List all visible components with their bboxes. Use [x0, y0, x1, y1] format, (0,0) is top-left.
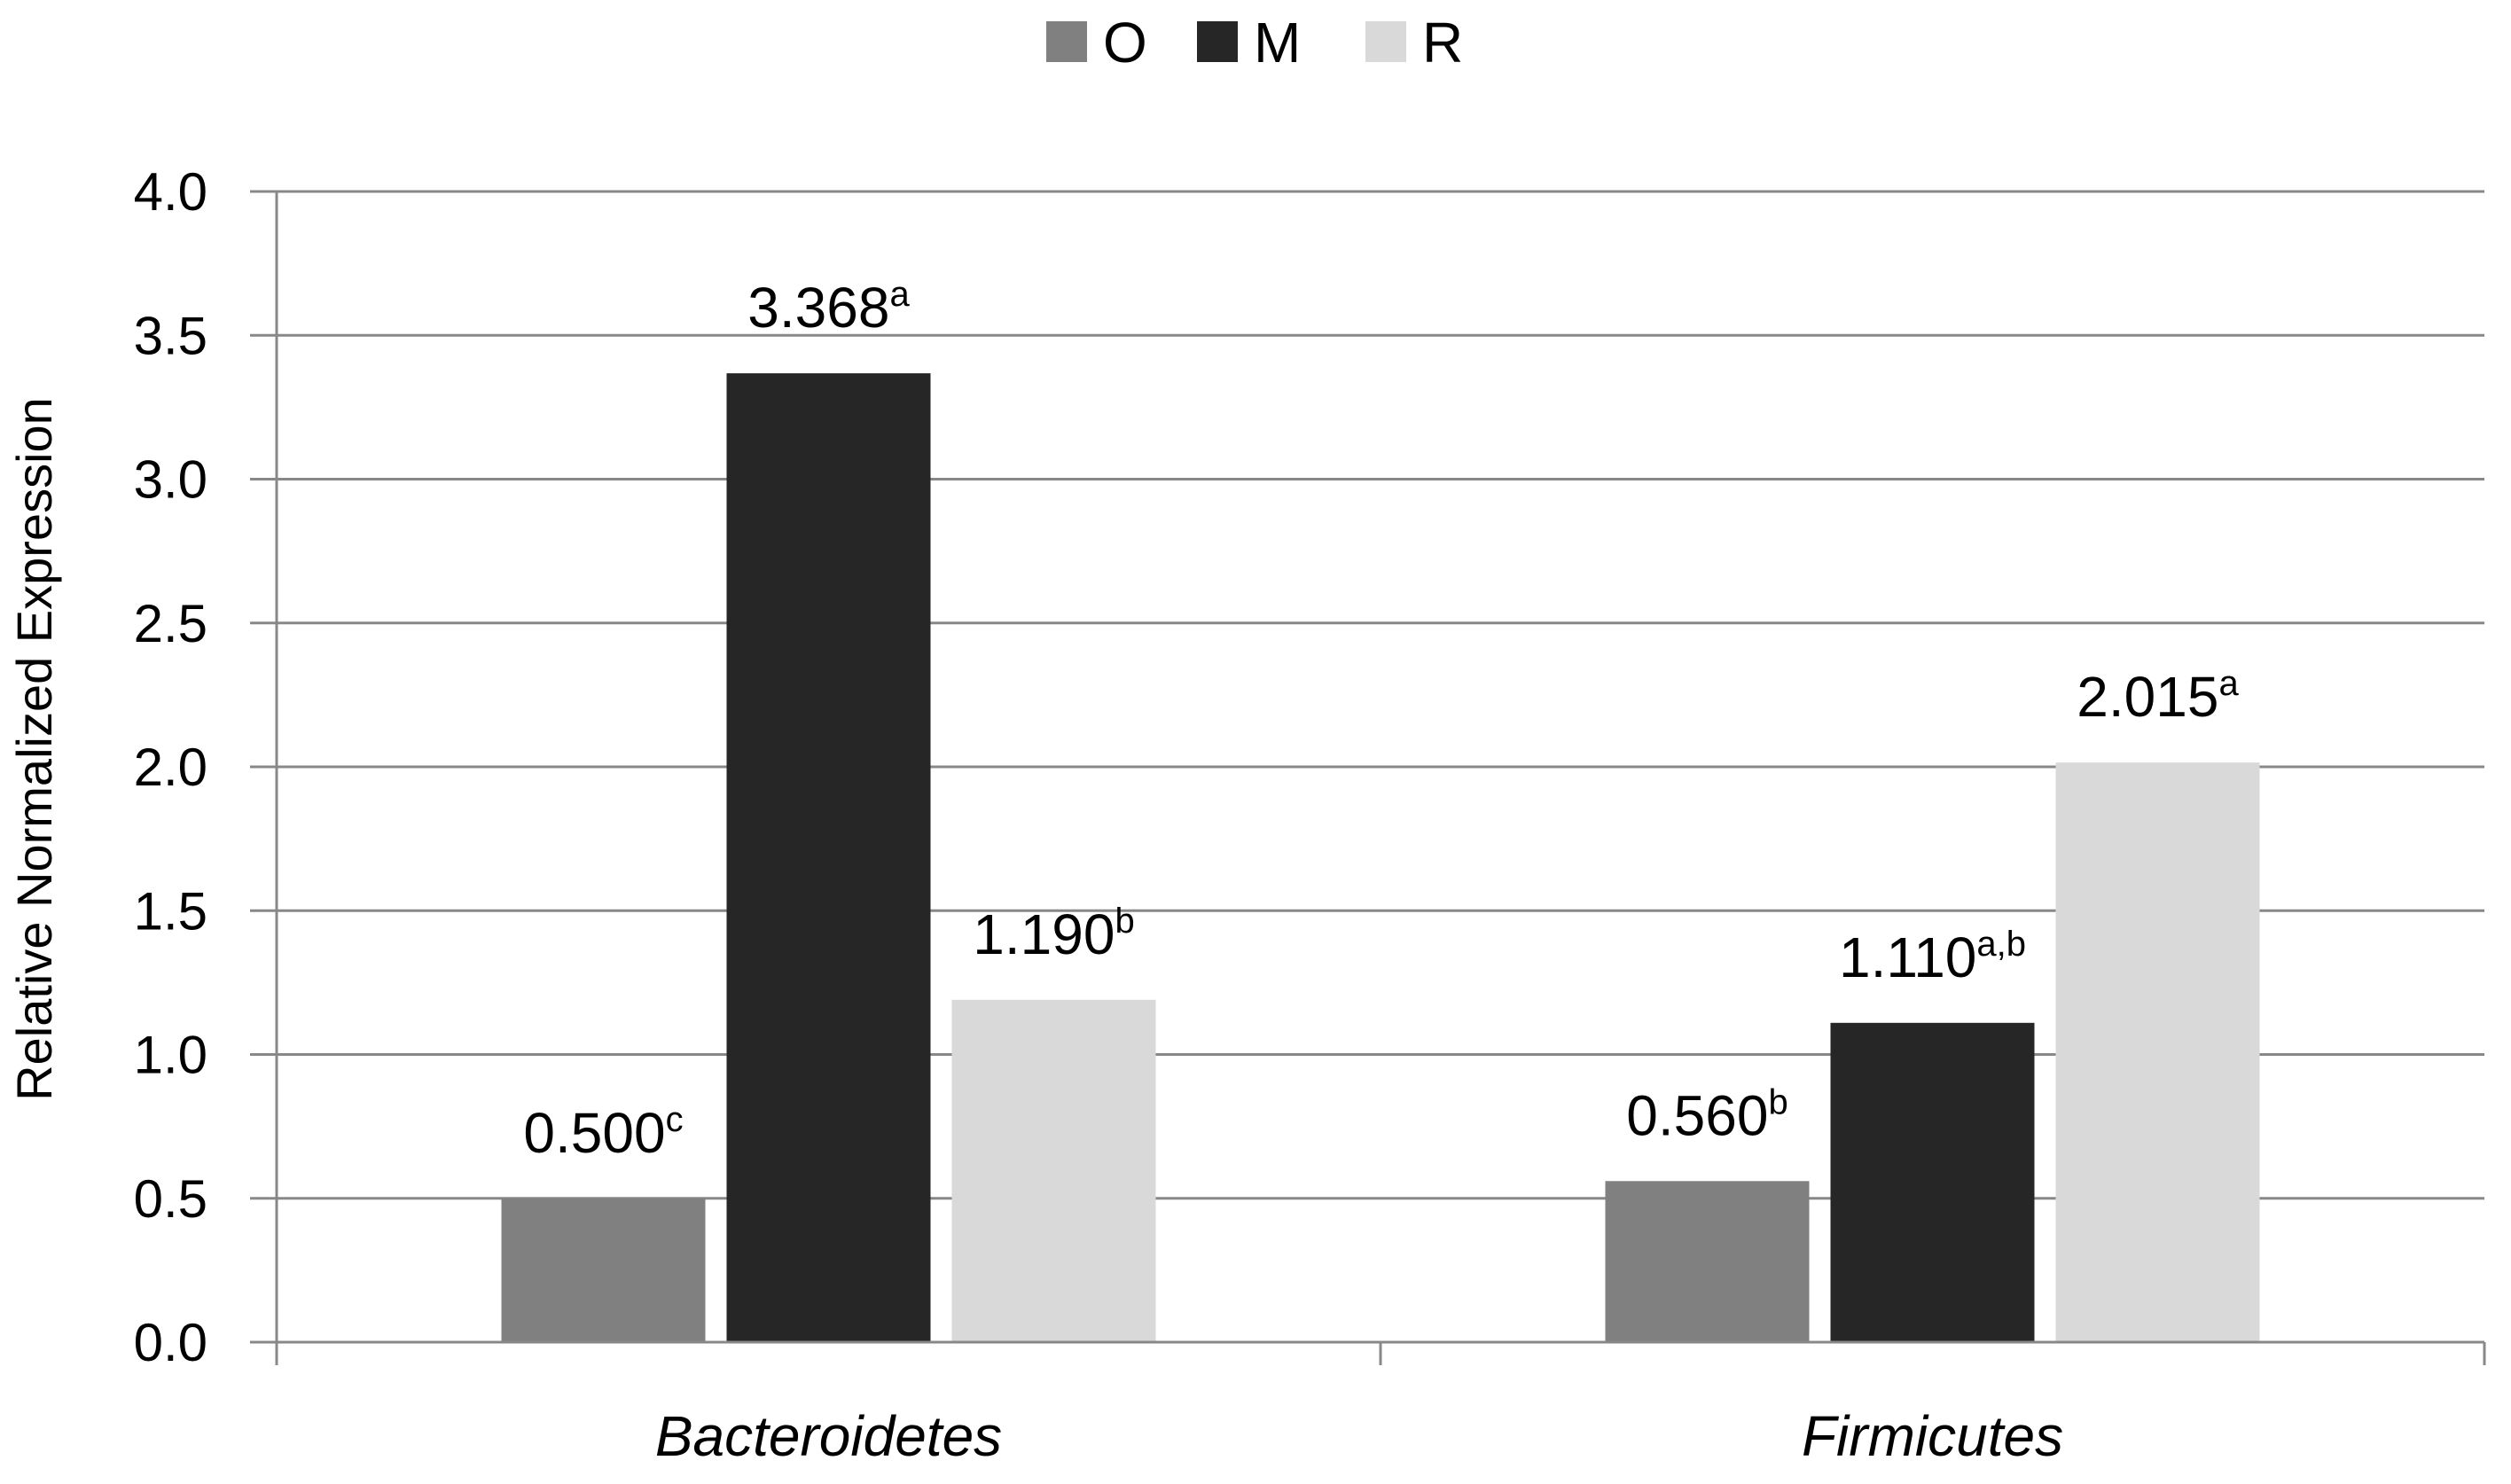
x-category-label: Bacteroidetes [655, 1404, 1002, 1468]
bar-O-bacteroidetes [501, 1198, 706, 1342]
y-tick-label: 4.0 [134, 162, 207, 222]
y-axis-title: Relative Normalized Expression [6, 397, 62, 1101]
data-label: 0.560b [1626, 1082, 1787, 1147]
data-label-value: 0.500 [523, 1101, 665, 1165]
legend-swatch-M [1197, 21, 1238, 62]
legend-label-M: M [1254, 11, 1301, 74]
legend-label-O: O [1103, 11, 1147, 74]
y-axis-ticks: 0.0 0.5 1.0 1.5 2.0 2.5 3.0 3.5 4.0 [134, 162, 278, 1372]
data-label-value: 3.368 [747, 276, 889, 340]
bar-M-bacteroidetes [726, 373, 931, 1343]
data-label: 1.190b [973, 902, 1134, 966]
data-label: 2.015a [2077, 664, 2239, 729]
bar-M-firmicutes [1830, 1022, 2035, 1342]
bar-R-bacteroidetes [951, 999, 1156, 1342]
data-label-value: 0.560 [1626, 1083, 1768, 1147]
y-tick-label: 1.0 [134, 1026, 207, 1085]
data-label: 3.368a [747, 275, 910, 340]
x-axis: Bacteroidetes Firmicutes [275, 1340, 2486, 1468]
data-label: 0.500c [523, 1100, 683, 1165]
y-tick-label: 2.0 [134, 738, 207, 797]
y-tick-label: 3.0 [134, 450, 207, 510]
data-label: 1.110a,b [1839, 925, 2026, 989]
y-tick-label: 0.0 [134, 1313, 207, 1372]
data-label-superscript: b [1768, 1082, 1787, 1121]
data-label-superscript: a [2218, 664, 2239, 703]
legend-swatch-R [1365, 21, 1406, 62]
bars [501, 373, 2260, 1343]
data-label-superscript: b [1115, 902, 1134, 941]
y-tick-label: 3.5 [134, 306, 207, 365]
bar-R-firmicutes [2055, 762, 2260, 1342]
y-tick-label: 2.5 [134, 594, 207, 653]
data-label-superscript: a [889, 275, 910, 314]
legend-swatch-O [1046, 21, 1087, 62]
data-label-superscript: a,b [1976, 925, 2026, 964]
data-label-value: 1.190 [973, 902, 1115, 966]
bar-O-firmicutes [1605, 1181, 1810, 1342]
legend-label-R: R [1422, 11, 1463, 74]
data-label-superscript: c [666, 1100, 684, 1139]
data-label-value: 2.015 [2077, 665, 2218, 729]
data-label-value: 1.110 [1839, 926, 1976, 989]
y-tick-label: 1.5 [134, 881, 207, 941]
x-category-label: Firmicutes [1802, 1404, 2063, 1468]
y-tick-label: 0.5 [134, 1169, 207, 1229]
